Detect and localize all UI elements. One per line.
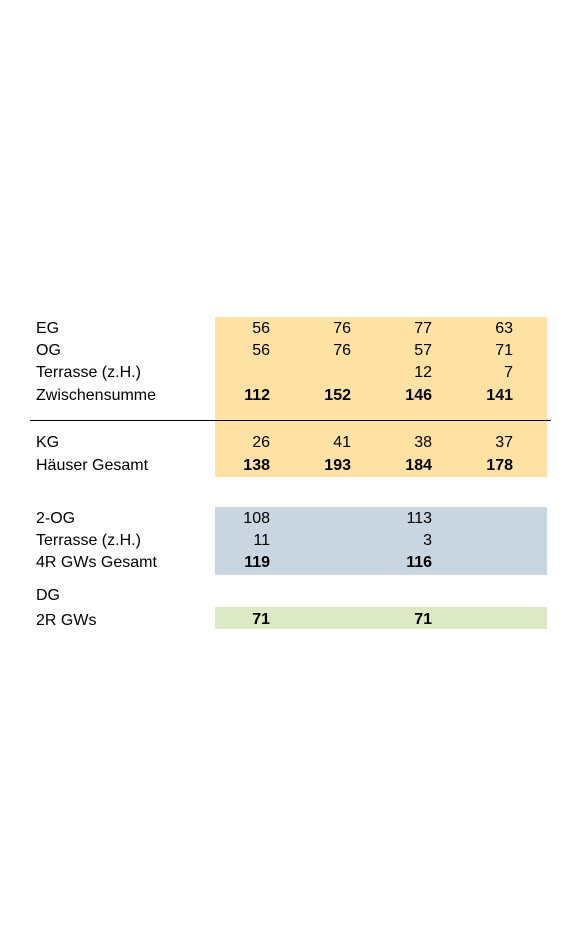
row-label: EG: [36, 320, 60, 337]
table-row-og: OG 56 76 57 71: [0, 340, 586, 362]
cell: 146: [405, 387, 432, 404]
cell: 26: [252, 434, 270, 451]
cell: 152: [324, 387, 351, 404]
row-label: OG: [36, 342, 61, 359]
table-row-haeuser-gesamt: Häuser Gesamt 138 193 184 178: [0, 455, 586, 477]
cell: 76: [333, 320, 351, 337]
table-row-terrasse-2: Terrasse (z.H.) 11 3: [0, 530, 586, 552]
table-row-zwischensumme: Zwischensumme 112 152 146 141: [0, 385, 586, 407]
cell: 141: [486, 387, 513, 404]
row-label: KG: [36, 434, 60, 451]
cell: 63: [495, 320, 513, 337]
cell: 112: [244, 387, 270, 404]
cell: 184: [405, 457, 432, 474]
cell: 119: [244, 554, 270, 571]
table-row-eg: EG 56 76 77 63: [0, 318, 586, 340]
table-row-dg: DG: [0, 585, 586, 607]
table-row-4r-gws-gesamt: 4R GWs Gesamt 119 116: [0, 552, 586, 574]
cell: 38: [414, 434, 432, 451]
blue-block: [215, 507, 547, 575]
row-label: 4R GWs Gesamt: [36, 554, 157, 571]
orange-block-top: [215, 317, 547, 420]
cell: 138: [243, 457, 270, 474]
cell: 12: [414, 364, 432, 381]
table-row-kg: KG 26 41 38 37: [0, 432, 586, 454]
table-row-2-og: 2-OG 108 113: [0, 508, 586, 530]
row-label: Terrasse (z.H.): [36, 532, 141, 549]
cell: 57: [414, 342, 432, 359]
cell: 3: [423, 532, 432, 549]
cell: 41: [333, 434, 351, 451]
cell: 108: [243, 510, 270, 527]
row-label: Häuser Gesamt: [36, 457, 149, 474]
row-label: 2-OG: [36, 510, 76, 527]
cell: 11: [253, 532, 270, 549]
cell: 71: [495, 342, 513, 359]
section-divider: [30, 420, 551, 421]
cell: 71: [252, 611, 270, 628]
row-label: Zwischensumme: [36, 387, 157, 404]
cell: 193: [324, 457, 351, 474]
cell: 76: [333, 342, 351, 359]
row-label: 2R GWs: [36, 612, 97, 629]
cell: 71: [414, 611, 432, 628]
cell: 178: [486, 457, 513, 474]
orange-block-bottom: [215, 421, 547, 477]
row-label: DG: [36, 587, 60, 604]
green-block: [215, 607, 547, 629]
table-row-2r-gws: 2R GWs 71 71: [0, 609, 586, 631]
cell: 113: [406, 510, 432, 527]
cell: 116: [406, 554, 432, 571]
cell: 56: [252, 342, 270, 359]
cell: 56: [252, 320, 270, 337]
cell: 37: [495, 434, 513, 451]
table-row-terrasse: Terrasse (z.H.) 12 7: [0, 362, 586, 384]
row-label: Terrasse (z.H.): [36, 364, 141, 381]
cell: 77: [414, 320, 432, 337]
cell: 7: [504, 364, 513, 381]
